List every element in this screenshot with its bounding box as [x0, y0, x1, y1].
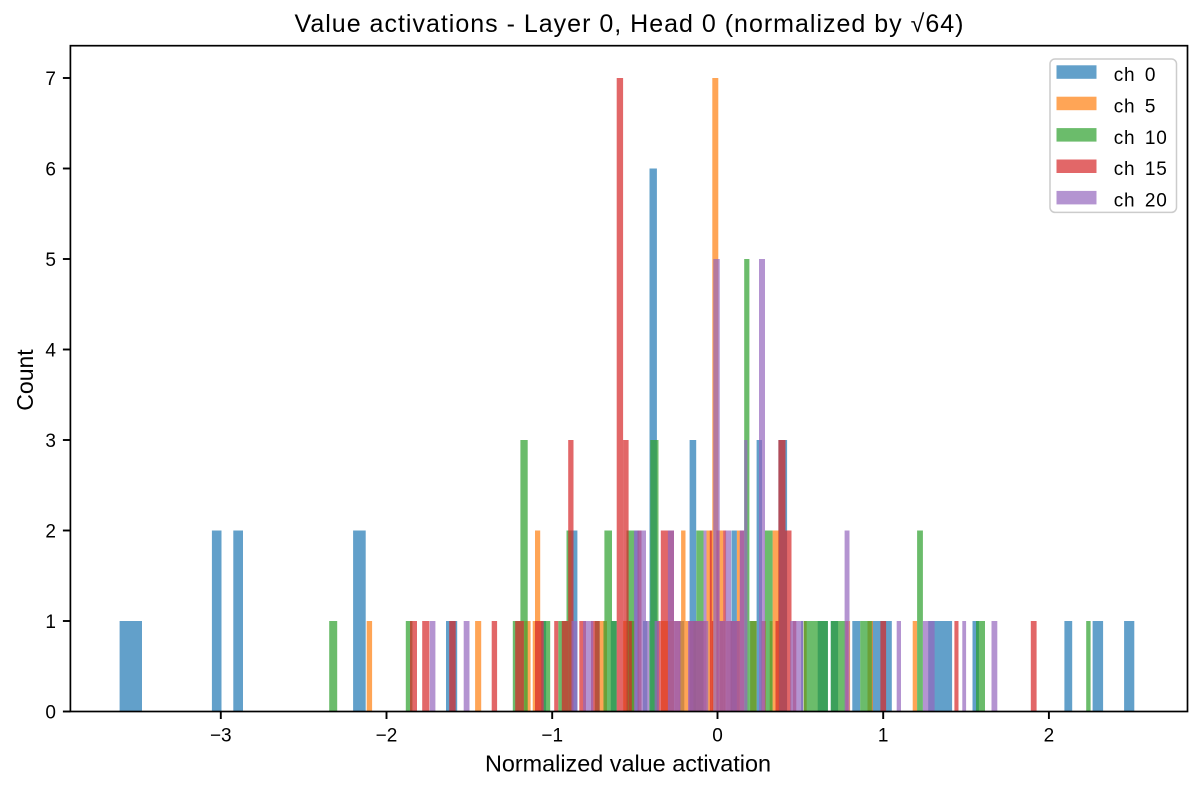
svg-text:ch 10: ch 10 — [1114, 128, 1168, 149]
svg-text:2: 2 — [45, 522, 56, 543]
svg-text:7: 7 — [45, 69, 56, 90]
svg-text:Normalized value activation: Normalized value activation — [485, 751, 771, 777]
svg-text:0: 0 — [712, 726, 723, 747]
svg-text:3: 3 — [45, 431, 56, 452]
svg-text:6: 6 — [45, 160, 56, 181]
svg-text:ch 0: ch 0 — [1114, 65, 1157, 86]
svg-text:0: 0 — [45, 703, 56, 724]
svg-text:2: 2 — [1044, 726, 1055, 747]
svg-text:5: 5 — [45, 250, 56, 271]
svg-text:ch 15: ch 15 — [1114, 159, 1168, 180]
svg-text:−3: −3 — [210, 726, 232, 747]
svg-text:1: 1 — [878, 726, 889, 747]
svg-text:Count: Count — [12, 349, 38, 411]
svg-text:Value activations - Layer 0, H: Value activations - Layer 0, Head 0 (nor… — [295, 10, 965, 38]
svg-text:1: 1 — [45, 612, 56, 633]
svg-text:−1: −1 — [541, 726, 563, 747]
svg-text:ch 20: ch 20 — [1114, 191, 1168, 212]
svg-text:−2: −2 — [376, 726, 398, 747]
svg-text:ch 5: ch 5 — [1114, 96, 1157, 117]
svg-text:4: 4 — [45, 341, 56, 362]
